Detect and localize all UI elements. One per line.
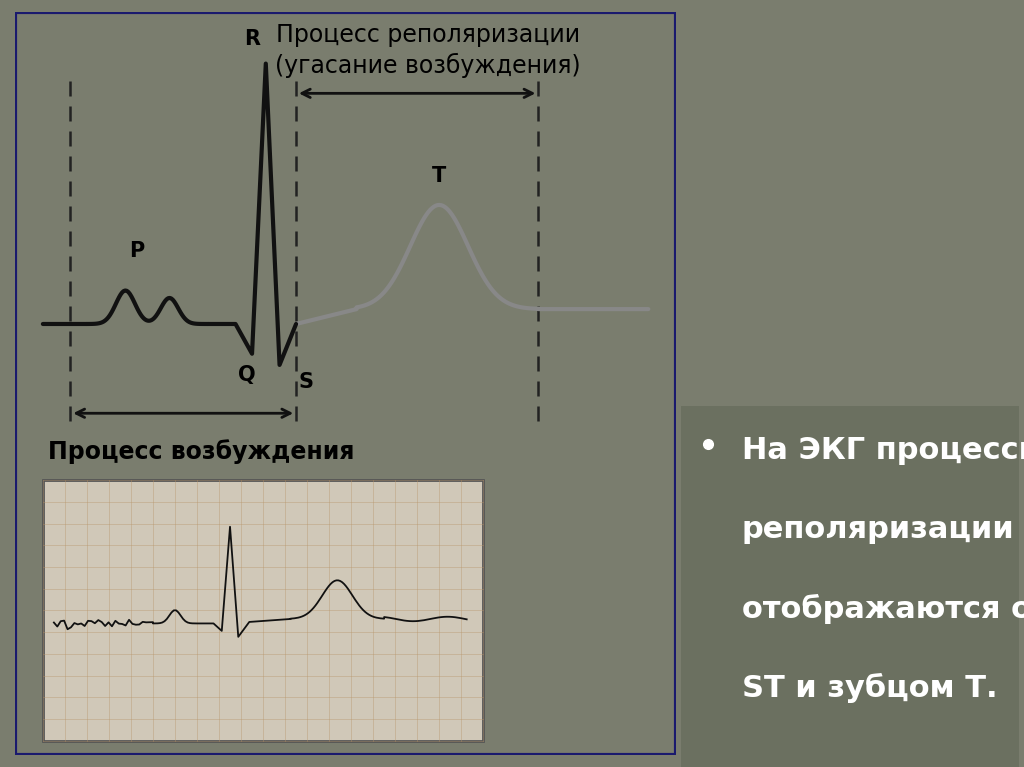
Bar (681, 407, 1019, 767)
Text: отображаются отрезком: отображаются отрезком (741, 594, 1024, 624)
Text: T: T (432, 166, 446, 186)
Text: S: S (299, 372, 313, 393)
Bar (43, 480, 483, 741)
Text: P: P (129, 241, 144, 261)
Text: R: R (245, 28, 260, 49)
Text: ST и зубцом Т.: ST и зубцом Т. (741, 673, 997, 703)
Text: (угасание возбуждения): (угасание возбуждения) (275, 52, 581, 77)
Text: На ЭКГ процессы: На ЭКГ процессы (741, 436, 1024, 466)
Text: Q: Q (238, 365, 255, 385)
Text: Процесс реполяризации: Процесс реполяризации (276, 23, 581, 47)
Text: реполяризации: реполяризации (741, 515, 1015, 545)
Text: Процесс возбуждения: Процесс возбуждения (48, 439, 355, 464)
